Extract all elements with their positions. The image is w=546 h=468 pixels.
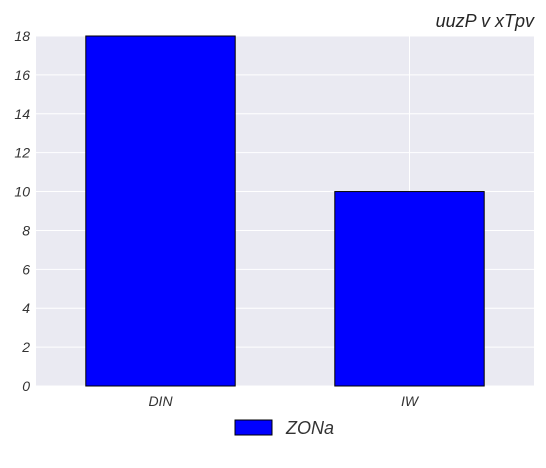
legend-swatch <box>234 419 273 436</box>
y-axis-ticks: 0 2 4 6 8 10 12 14 16 18 <box>14 28 30 394</box>
bar <box>334 191 485 387</box>
x-tick-label: IW <box>401 393 420 409</box>
legend: ZONa <box>234 418 334 438</box>
y-tick-label: 6 <box>22 261 30 277</box>
y-tick-label: 14 <box>14 106 30 122</box>
bar <box>85 35 236 387</box>
y-tick-label: 18 <box>14 28 30 44</box>
y-tick-label: 16 <box>14 67 30 83</box>
chart-title: uuzP v xTpv <box>436 11 535 31</box>
y-tick-label: 12 <box>14 145 30 161</box>
bars <box>85 35 485 387</box>
y-tick-label: 10 <box>14 184 30 200</box>
y-tick-label: 8 <box>22 222 30 238</box>
legend-label: ZONa <box>285 418 334 438</box>
y-tick-label: 4 <box>22 300 30 316</box>
y-tick-label: 2 <box>21 339 30 355</box>
y-tick-label: 0 <box>22 378 30 394</box>
x-axis-ticks: DIN IW <box>148 393 419 409</box>
x-tick-label: DIN <box>148 393 173 409</box>
